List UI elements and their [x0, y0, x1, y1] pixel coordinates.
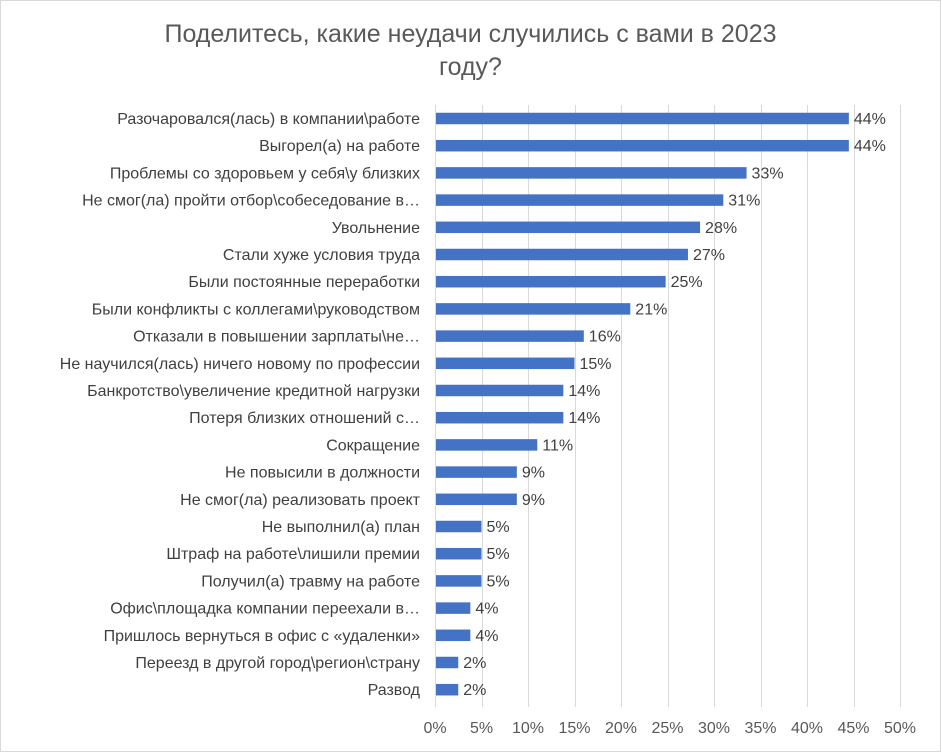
category-label: Увольнение	[332, 220, 420, 237]
x-tick-label: 45%	[837, 720, 869, 737]
bar	[436, 547, 482, 560]
data-label: 16%	[589, 329, 621, 346]
data-label: 27%	[693, 247, 725, 264]
bar	[436, 629, 471, 642]
category-label: Выгорел(а) на работе	[259, 138, 420, 155]
x-tick-label: 20%	[605, 720, 637, 737]
category-label: Банкротство\увеличение кредитной нагрузк…	[87, 383, 420, 400]
data-label: 5%	[487, 519, 510, 536]
data-label: 25%	[671, 274, 703, 291]
data-label: 5%	[487, 573, 510, 590]
category-label: Штраф на работе\лишили премии	[166, 546, 420, 563]
bar	[436, 411, 564, 424]
x-tick-label: 5%	[470, 720, 493, 737]
value-labels: 44% 44% 33% 31% 28% 27% 25%21% 16% 15% 14% 14% 11% 9…	[463, 111, 886, 699]
category-label: Не повысили в должности	[225, 465, 420, 482]
bar	[436, 330, 584, 342]
bar	[436, 303, 631, 315]
data-label: 4%	[475, 628, 498, 645]
data-label: 44%	[854, 111, 886, 128]
data-label: 4%	[475, 601, 498, 618]
x-tick-label: 35%	[744, 720, 776, 737]
x-tick-label: 15%	[558, 720, 590, 737]
category-label: Потеря близких отношений с…	[189, 410, 420, 427]
chart-title: Поделитесь, какие неудачи случились с ва…	[0, 18, 941, 84]
bar	[436, 683, 459, 696]
data-label: 11%	[542, 437, 573, 454]
bar	[436, 248, 688, 261]
data-label: 28%	[705, 220, 737, 237]
bar	[436, 357, 575, 370]
x-tick-label: 50%	[884, 720, 916, 737]
category-label: Развод	[368, 682, 421, 699]
bar	[436, 575, 482, 587]
category-label: Не выполнил(а) план	[262, 519, 420, 536]
bar	[436, 275, 666, 288]
chart-title-line-2: году?	[439, 53, 502, 81]
category-label: Переезд в другой город\регион\страну	[135, 655, 420, 672]
data-label: 5%	[487, 546, 510, 563]
category-labels: Разочаровался(лась) в компании\работе Выг…	[60, 111, 421, 699]
x-tick-label: 25%	[651, 720, 683, 737]
bar	[436, 493, 517, 506]
data-label: 21%	[635, 301, 667, 318]
category-label: Отказали в повышении зарплаты\не…	[133, 329, 420, 346]
x-axis-tick-labels: 0% 5% 10% 15% 20% 25% 30% 35% 40% 45% 50%	[423, 720, 916, 737]
data-label: 9%	[522, 492, 545, 509]
bar	[436, 439, 538, 451]
data-label: 31%	[728, 193, 760, 210]
bar	[436, 656, 459, 669]
x-tick-label: 0%	[423, 720, 446, 737]
category-label: Стали хуже условия труда	[223, 247, 420, 264]
category-label: Проблемы со здоровьем у себя\у близких	[110, 165, 420, 182]
data-label: 2%	[463, 682, 486, 699]
data-label: 2%	[463, 655, 486, 672]
category-label: Офис\площадка компании переехали в…	[110, 601, 420, 618]
bar	[436, 167, 747, 179]
category-label: Сокращение	[326, 437, 420, 454]
category-label: Пришлось вернуться в офис с «удаленки»	[104, 628, 421, 645]
data-label: 14%	[568, 410, 600, 427]
category-label: Были постоянные переработки	[188, 274, 420, 291]
category-label: Были конфликты с коллегами\руководством	[92, 301, 420, 318]
category-label: Не научился(лась) ничего новому по профе…	[60, 356, 420, 373]
bar	[436, 194, 724, 206]
data-label: 33%	[752, 165, 784, 182]
bar	[436, 112, 849, 125]
category-label: Не смог(ла) пройти отбор\собеседование в…	[82, 193, 420, 210]
bar	[436, 221, 701, 234]
chart-title-line-1: Поделитесь, какие неудачи случились с ва…	[164, 20, 777, 48]
data-label: 9%	[522, 465, 545, 482]
bars	[436, 112, 849, 696]
x-tick-label: 10%	[512, 720, 544, 737]
category-label: Получил(а) травму на работе	[201, 573, 420, 590]
category-label: Не смог(ла) реализовать проект	[180, 492, 421, 509]
bar	[436, 139, 849, 152]
bar	[436, 520, 482, 533]
bar	[436, 384, 564, 397]
data-label: 15%	[580, 356, 612, 373]
data-label: 14%	[568, 383, 600, 400]
data-label: 44%	[854, 138, 886, 155]
category-label: Разочаровался(лась) в компании\работе	[117, 111, 420, 128]
x-tick-label: 40%	[791, 720, 823, 737]
x-tick-label: 30%	[698, 720, 730, 737]
bar	[436, 466, 517, 478]
bar	[436, 602, 471, 614]
